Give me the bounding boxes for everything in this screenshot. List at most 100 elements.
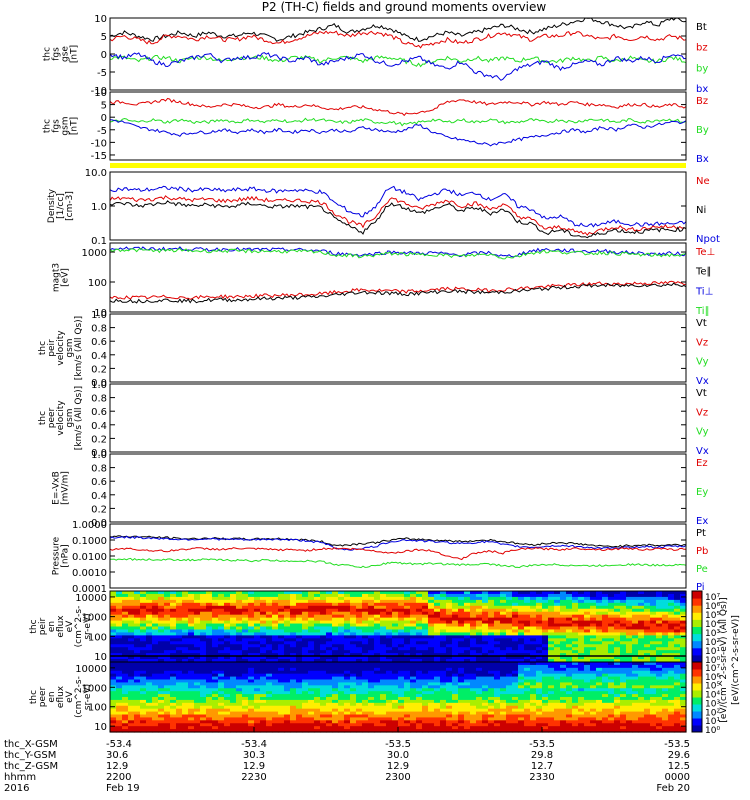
- y-tick-label: 0.8: [91, 464, 107, 475]
- spectrogram-cell: [158, 653, 165, 657]
- spectrogram-cell: [404, 641, 411, 645]
- spectrogram-cell: [452, 729, 459, 733]
- spectrogram-cell: [338, 644, 345, 648]
- spectrogram-cell: [290, 647, 297, 651]
- spectrogram-cell: [332, 596, 339, 601]
- spectrogram-cell: [632, 726, 639, 730]
- spectrogram-cell: [374, 632, 381, 636]
- spectrogram-cell: [302, 708, 309, 713]
- spectrogram-cell: [206, 641, 213, 645]
- spectrogram-cell: [272, 653, 279, 657]
- spectrogram-cell: [146, 691, 153, 695]
- spectrogram-cell: [440, 602, 447, 607]
- spectrogram-cell: [404, 702, 411, 707]
- spectrogram-cell: [404, 717, 411, 721]
- spectrogram-cell: [194, 635, 201, 639]
- spectrogram-cell: [266, 679, 273, 684]
- x-tick-label: 12.9: [387, 761, 409, 772]
- spectrogram-cell: [266, 676, 273, 681]
- spectrogram-cell: [590, 647, 597, 651]
- spectrogram-cell: [644, 632, 651, 636]
- spectrogram-cell: [236, 653, 243, 657]
- x-tick-label: 12.5: [668, 761, 690, 772]
- spectrogram-cell: [602, 650, 609, 654]
- spectrogram-cell: [224, 617, 231, 622]
- spectrogram-cell: [188, 714, 195, 719]
- spectrogram-cell: [524, 679, 531, 684]
- spectrogram-cell: [122, 702, 129, 707]
- spectrogram-cell: [194, 705, 201, 710]
- spectrogram-cell: [284, 650, 291, 654]
- spectrogram-cell: [224, 705, 231, 710]
- spectrogram-cell: [218, 670, 225, 675]
- spectrogram-cell: [632, 614, 639, 619]
- spectrogram-cell: [332, 708, 339, 713]
- spectrogram-cell: [176, 662, 183, 666]
- spectrogram-cell: [620, 638, 627, 642]
- spectrogram-cell: [584, 659, 591, 663]
- spectrogram-cell: [260, 670, 267, 675]
- spectrogram-cell: [566, 632, 573, 636]
- spectrogram-cell: [308, 691, 315, 695]
- spectrogram-cell: [116, 656, 123, 660]
- spectrogram-cell: [368, 702, 375, 707]
- spectrogram-cell: [122, 685, 129, 689]
- spectrogram-cell: [656, 723, 663, 727]
- spectrogram-cell: [662, 662, 669, 666]
- spectrogram-cell: [488, 617, 495, 622]
- spectrogram-cell: [146, 688, 153, 692]
- spectrogram-cell: [644, 650, 651, 654]
- spectrogram-cell: [680, 591, 687, 595]
- spectrogram-cell: [524, 699, 531, 704]
- spectrogram-cell: [644, 697, 651, 701]
- spectrogram-cell: [272, 662, 279, 666]
- spectrogram-cell: [662, 647, 669, 651]
- spectrogram-cell: [182, 614, 189, 619]
- spectrogram-cell: [368, 714, 375, 719]
- spectrogram-cell: [506, 685, 513, 689]
- spectrogram-cell: [404, 711, 411, 716]
- spectrogram-cell: [626, 723, 633, 727]
- spectrogram-cell: [404, 667, 411, 672]
- spectrogram-cell: [428, 644, 435, 648]
- spectrogram-cell: [656, 599, 663, 604]
- spectrogram-cell: [266, 729, 273, 733]
- spectrogram-cell: [596, 617, 603, 622]
- spectrogram-cell: [284, 673, 291, 678]
- spectrogram-cell: [206, 688, 213, 692]
- spectrogram-cell: [458, 708, 465, 713]
- spectrogram-cell: [434, 662, 441, 666]
- spectrogram-cell: [554, 620, 561, 625]
- spectrogram-cell: [578, 620, 585, 625]
- spectrogram-cell: [602, 638, 609, 642]
- spectrogram-cell: [314, 670, 321, 675]
- spectrogram-cell: [560, 679, 567, 684]
- spectrogram-cell: [272, 591, 279, 595]
- spectrogram-cell: [344, 647, 351, 651]
- spectrogram-cell: [518, 629, 525, 634]
- spectrogram-cell: [434, 644, 441, 648]
- spectrogram-cell: [464, 605, 471, 610]
- spectrogram-cell: [146, 662, 153, 666]
- spectrogram-cell: [296, 705, 303, 710]
- spectrogram-cell: [158, 720, 165, 724]
- spectrogram-cell: [356, 626, 363, 631]
- spectrogram-cell: [320, 629, 327, 634]
- spectrogram-cell: [524, 626, 531, 631]
- spectrogram-cell: [656, 685, 663, 689]
- spectrogram-cell: [242, 599, 249, 604]
- spectrogram-cell: [302, 726, 309, 730]
- spectrogram-cell: [338, 620, 345, 625]
- spectrogram-cell: [572, 644, 579, 648]
- spectrogram-cell: [428, 702, 435, 707]
- spectrogram-cell: [200, 635, 207, 639]
- spectrogram-cell: [470, 632, 477, 636]
- spectrogram-cell: [218, 729, 225, 733]
- spectrogram-cell: [596, 611, 603, 616]
- spectrogram-cell: [152, 641, 159, 645]
- spectrogram-cell: [638, 720, 645, 724]
- spectrogram-cell: [536, 602, 543, 607]
- spectrogram-cell: [224, 638, 231, 642]
- spectrogram-cell: [218, 705, 225, 710]
- spectrogram-cell: [422, 617, 429, 622]
